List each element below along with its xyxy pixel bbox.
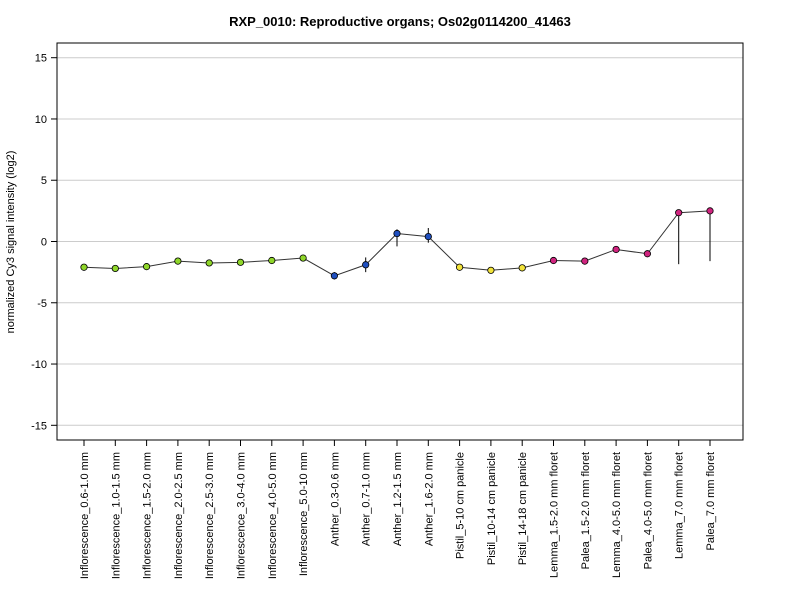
data-point xyxy=(330,272,338,280)
data-point xyxy=(80,263,88,271)
x-tick-label: Palea_1.5-2.0 mm floret xyxy=(580,452,592,569)
data-point xyxy=(487,266,495,274)
y-tick-label: -10 xyxy=(31,359,47,371)
chart-title: RXP_0010: Reproductive organs; Os02g0114… xyxy=(229,14,571,29)
x-tick-label: Inflorescence_3.0-4.0 mm xyxy=(236,452,248,579)
data-point xyxy=(424,232,432,241)
x-tick-label: Pistil_14-18 cm panicle xyxy=(517,452,529,565)
x-tick-label: Inflorescence_5.0-10 mm xyxy=(298,452,310,576)
x-axis: Inflorescence_0.6-1.0 mm Inflorescence_1.… xyxy=(79,440,717,579)
data-point xyxy=(549,256,558,265)
data-point xyxy=(143,263,151,271)
x-tick-label: Anther_0.3-0.6 mm xyxy=(329,452,341,546)
data-point xyxy=(706,207,714,215)
x-tick-label: Inflorescence_4.0-5.0 mm xyxy=(267,452,279,579)
y-tick-label: 5 xyxy=(41,175,47,187)
y-tick-label: -5 xyxy=(37,298,47,310)
data-point xyxy=(518,264,526,272)
x-tick-label: Pistil_5-10 cm panicle xyxy=(455,452,467,559)
grid-layer xyxy=(57,57,743,426)
plot-frame xyxy=(56,42,744,441)
x-tick-label: Lemma_4.0-5.0 mm floret xyxy=(611,452,623,578)
y-tick-label: -15 xyxy=(31,420,47,432)
x-tick-label: Lemma_1.5-2.0 mm floret xyxy=(549,452,561,578)
x-tick-label: Inflorescence_2.5-3.0 mm xyxy=(204,452,216,579)
data-point xyxy=(612,245,620,254)
data-point xyxy=(299,254,307,262)
x-tick-label: Inflorescence_1.0-1.5 mm xyxy=(110,452,122,579)
x-tick-label: Lemma_7.0 mm floret xyxy=(674,452,686,559)
x-tick-label: Inflorescence_2.0-2.5 mm xyxy=(173,452,185,579)
y-tick-label: 10 xyxy=(35,114,47,126)
data-point xyxy=(643,250,652,258)
data-point xyxy=(111,264,119,273)
y-axis: 15 10 5 0 -5 -10 -15 xyxy=(31,53,57,432)
x-tick-label: Anther_0.7-1.0 mm xyxy=(361,452,373,546)
x-tick-label: Inflorescence_1.5-2.0 mm xyxy=(142,452,154,579)
series-layer xyxy=(80,207,714,280)
data-point xyxy=(581,257,589,265)
x-tick-label: Palea_4.0-5.0 mm floret xyxy=(642,452,654,569)
x-tick-label: Pistil_10-14 cm panicle xyxy=(486,452,498,565)
x-tick-label: Inflorescence_0.6-1.0 mm xyxy=(79,452,91,579)
x-tick-label: Palea_7.0 mm floret xyxy=(705,452,717,550)
data-point xyxy=(393,229,401,238)
data-point xyxy=(268,256,276,265)
x-tick-label: Anther_1.2-1.5 mm xyxy=(392,452,404,546)
data-point xyxy=(236,258,245,266)
y-tick-label: 15 xyxy=(35,53,47,65)
x-tick-label: Anther_1.6-2.0 mm xyxy=(423,452,435,546)
data-point xyxy=(362,261,370,269)
y-axis-label: normalized Cy3 signal intensity (log2) xyxy=(5,151,17,334)
data-point xyxy=(455,263,464,271)
data-point xyxy=(675,209,683,217)
y-tick-label: 0 xyxy=(41,237,47,249)
data-point xyxy=(174,257,182,265)
data-point xyxy=(205,259,213,267)
